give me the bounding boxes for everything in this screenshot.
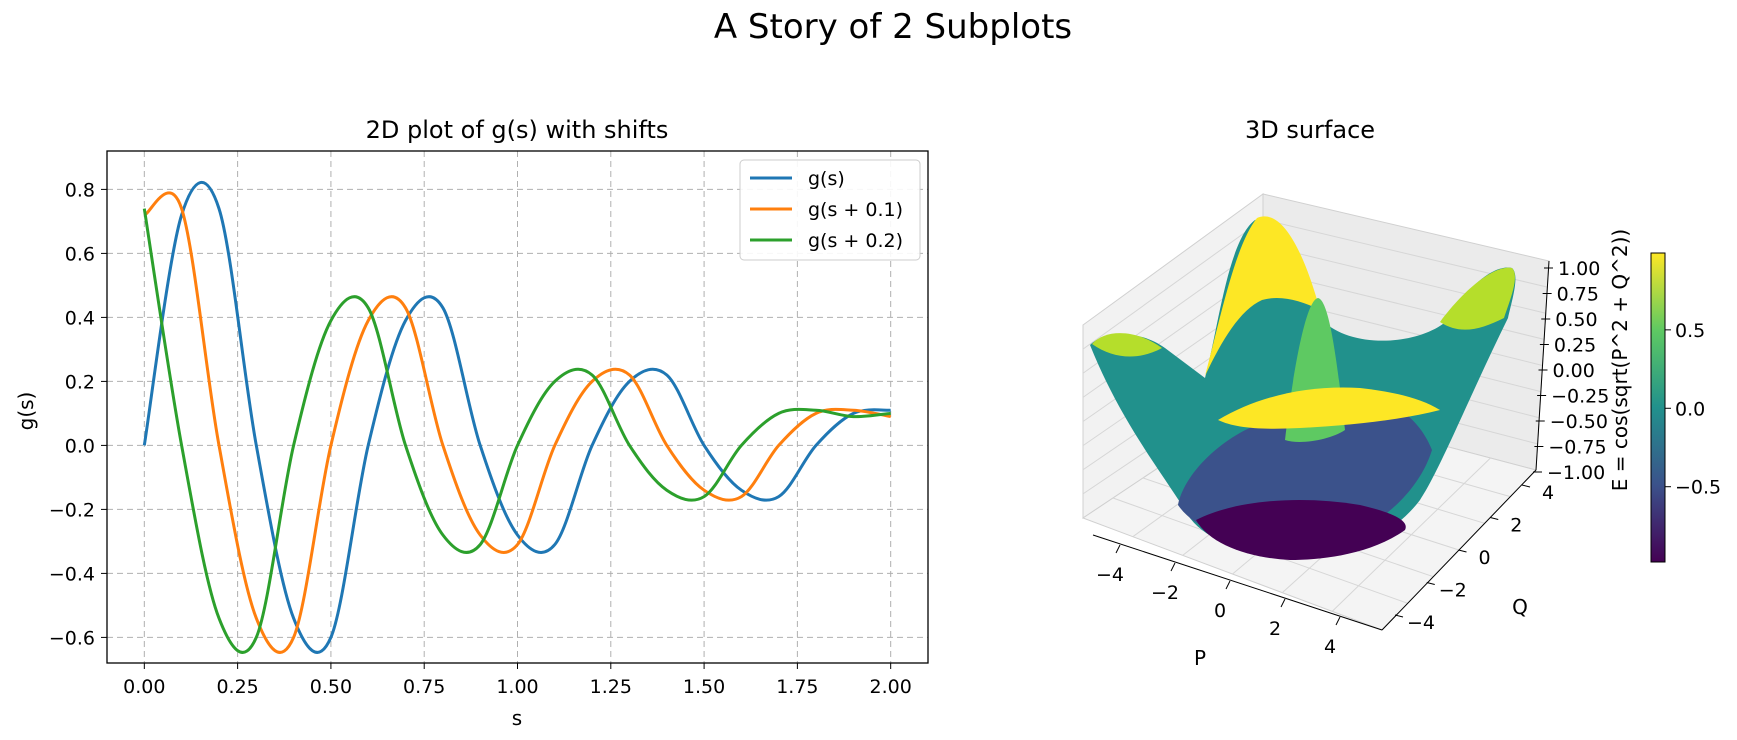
q-tick-mark [1426,582,1435,585]
surface-bottom [1196,500,1406,560]
z-tick-label: 0.25 [1554,335,1596,357]
p-tick-label: 0 [1214,600,1226,622]
q-tick-mark [1394,614,1404,618]
y-tick-label: −0.6 [49,627,95,649]
surface-left-crest [1092,333,1162,357]
series-line-0 [142,181,891,654]
surface-3d [1090,216,1516,560]
x-tick-label: 2.00 [870,676,912,698]
surface-back-crest [1205,216,1320,376]
x-tick-label: 1.50 [683,676,725,698]
x-tick-label: 0.25 [216,676,258,698]
series-line-1 [143,191,891,654]
z-axis-ticks: −1.00 −0.75 −0.50 −0.25 0.00 0.25 0.50 0.75 1.00 [1533,258,1609,484]
legend-label: g(s + 0.2) [808,230,903,252]
plot-2d-title: 2D plot of g(s) with shifts [366,116,669,144]
q-tick-label: 0 [1478,547,1490,569]
p-tick-label: 4 [1324,636,1336,658]
x-tick-label: 0.50 [310,676,352,698]
colorbar-tick-label: 0.5 [1675,320,1705,342]
y-tick-label: 0.6 [65,243,95,265]
p-axis-line [1092,534,1383,631]
legend-items: g(s) g(s + 0.1) g(s + 0.2) [750,168,903,252]
figure-title: A Story of 2 Subplots [714,7,1072,47]
x-tick-label: 0.00 [123,676,165,698]
y-axis-label: g(s) [14,392,38,431]
y-axis-ticks: −0.6 −0.4 −0.2 0.0 0.2 0.4 0.6 0.8 [49,179,107,649]
z-axis-label: E = cos(sqrt(P^2 + Q^2)) [1608,229,1632,491]
p-tick-mark [1335,616,1341,626]
z-tick-label: 0.75 [1557,284,1599,306]
q-axis-ticks: −4−2 024 [1394,482,1554,634]
p-axis-ticks: −4 −2 0 2 4 [1096,544,1341,658]
q-tick-label: −4 [1407,612,1435,634]
q-tick-label: −2 [1439,580,1467,602]
q-tick-mark [1458,549,1467,553]
x-tick-label: 1.00 [496,676,538,698]
q-tick-mark [1521,484,1531,488]
y-tick-label: 0.2 [65,371,95,393]
colorbar-gradient [1650,252,1666,563]
z-tick-label: 0.50 [1555,309,1597,331]
p-tick-mark [1115,544,1121,554]
z-tick-label: 0.00 [1553,360,1595,382]
p-axis-label: P [1194,646,1206,670]
legend-label: g(s + 0.1) [808,199,903,221]
x-axis-label: s [512,706,522,730]
series-line-2 [142,208,891,654]
y-tick-label: 0.4 [65,307,95,329]
wall-gridline [1082,219,1264,350]
y-tick-label: 0.0 [65,435,95,457]
q-axis-label: Q [1512,595,1528,619]
z-axis-line [1535,260,1550,471]
legend: g(s) g(s + 0.1) g(s + 0.2) [739,159,921,261]
y-tick-label: −0.2 [49,499,95,521]
x-tick-label: 0.75 [403,676,445,698]
p-tick-mark [1280,598,1286,608]
q-tick-label: 2 [1510,515,1522,537]
p-tick-mark [1225,580,1231,590]
plot-2d: 2D plot of g(s) with shifts 0.00 0.25 0.50… [14,116,929,730]
colorbar-tick-label: 0.0 [1675,398,1705,420]
colorbar-ticks: −0.5 0.0 0.5 [1665,320,1721,499]
x-tick-label: 1.75 [776,676,818,698]
colorbar: −0.5 0.0 0.5 [1650,252,1721,563]
x-axis-ticks: 0.00 0.25 0.50 0.75 1.00 1.25 1.50 1.75 2.00 [123,663,912,698]
legend-label: g(s) [808,168,845,190]
z-tick-label: −1.00 [1547,462,1605,484]
p-tick-label: 2 [1269,618,1281,640]
p-tick-mark [1170,562,1176,572]
z-tick-label: 1.00 [1558,258,1600,280]
colorbar-tick-label: −0.5 [1675,477,1721,499]
p-tick-label: −2 [1151,582,1179,604]
p-tick-label: −4 [1096,564,1124,586]
series-lines [142,181,891,654]
q-tick-mark [1490,517,1499,520]
x-tick-label: 1.25 [590,676,632,698]
y-tick-label: 0.8 [65,179,95,201]
q-tick-label: 4 [1542,482,1554,504]
surface-front-ridge [1218,387,1440,429]
z-tick-label: −0.50 [1550,411,1608,433]
surface-right-crest [1440,267,1515,330]
y-tick-label: −0.4 [49,563,95,585]
z-tick-label: −0.25 [1551,386,1609,408]
plot-3d-title: 3D surface [1245,116,1375,144]
legend-box [739,159,921,261]
z-tick-label: −0.75 [1548,437,1606,459]
